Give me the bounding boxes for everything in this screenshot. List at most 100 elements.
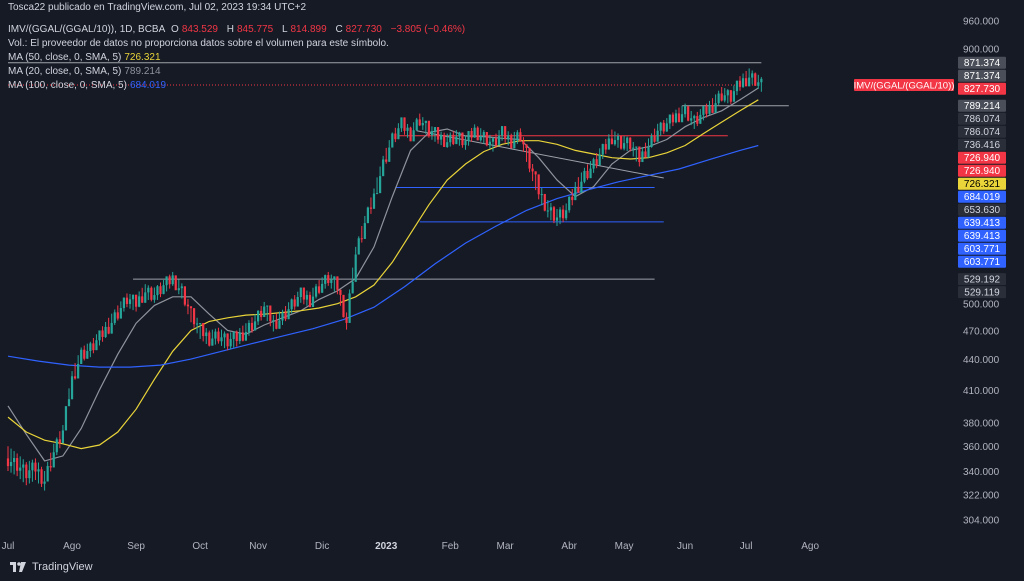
candle-body <box>491 138 495 142</box>
x-tick-label: Dic <box>315 541 329 552</box>
price-label-text: 786.074 <box>964 114 1001 125</box>
candle-body <box>705 106 708 114</box>
price-label-text: 786.074 <box>964 127 1001 138</box>
candle-body <box>708 104 711 114</box>
candle-body <box>577 186 580 193</box>
candle-body <box>430 131 434 136</box>
candle-body <box>558 209 562 218</box>
candle-body <box>403 117 406 131</box>
price-label-text: 639.413 <box>964 231 1001 242</box>
candle-body <box>635 146 638 148</box>
y-tick-label: 960.000 <box>963 17 1000 28</box>
ma100-legend[interactable]: MA (100, close, 0, SMA, 5) 684.019 <box>8 80 167 91</box>
candle-body <box>745 78 748 87</box>
candle-body <box>549 207 552 211</box>
x-tick-label: Jul <box>740 541 753 552</box>
candle-body <box>601 144 604 155</box>
candle-body <box>665 123 668 132</box>
candle-body <box>9 461 13 467</box>
price-label-box <box>958 151 1006 164</box>
candle-body <box>427 120 430 136</box>
candle-body <box>333 276 336 280</box>
trendline <box>416 130 664 179</box>
ma-line <box>7 144 759 368</box>
candle-body <box>260 310 263 318</box>
ma-line <box>7 99 759 450</box>
candle-body <box>760 78 763 83</box>
ma50-legend[interactable]: MA (50, close, 0, SMA, 5) 726.321 <box>8 52 161 63</box>
candle-body <box>671 114 674 123</box>
candle-body <box>275 320 278 329</box>
candle-body <box>128 299 132 304</box>
candle-body <box>375 193 379 195</box>
candle-body <box>723 95 726 101</box>
candle-body <box>638 146 641 163</box>
candle-body <box>693 116 696 119</box>
candle-body <box>217 331 220 342</box>
candle-body <box>507 135 510 140</box>
candle-body <box>144 292 147 303</box>
candle-body <box>519 132 522 141</box>
candle-body <box>479 136 482 141</box>
candle-body <box>360 238 363 240</box>
candle-body <box>610 138 613 145</box>
candle-body <box>235 331 238 342</box>
candle-body <box>366 207 369 224</box>
candle-body <box>436 127 440 140</box>
candle-body <box>95 340 98 351</box>
symbol-ohlc-line: IMV/(GGAL/(GGAL/10)), 1D, BCBA O 843.529 … <box>8 24 468 35</box>
candle-body <box>345 317 348 323</box>
candle-body <box>626 137 629 144</box>
candle-body <box>348 293 351 323</box>
candle-body <box>647 147 650 158</box>
candle-body <box>162 285 165 295</box>
symbol-title[interactable]: IMV/(GGAL/(GGAL/10)), 1D, BCBA <box>8 24 166 35</box>
candle-body <box>748 77 751 87</box>
candle-body <box>55 439 58 453</box>
candle-body <box>400 117 403 129</box>
ma100-value: 684.019 <box>129 80 167 91</box>
candle-body <box>589 168 592 179</box>
candle-body <box>418 119 421 126</box>
price-label-box <box>958 138 1006 151</box>
footer-brand[interactable]: TradingView <box>10 561 93 573</box>
candle-body <box>516 132 519 141</box>
candle-body <box>77 363 80 379</box>
candle-body <box>662 122 665 132</box>
candle-body <box>241 332 244 341</box>
x-tick-label: Ago <box>801 541 819 552</box>
candle-body <box>342 294 345 318</box>
candle-body <box>641 151 644 163</box>
candle-body <box>147 287 150 293</box>
candle-body <box>284 312 287 320</box>
candle-body <box>223 333 226 338</box>
ma20-legend[interactable]: MA (20, close, 0, SMA, 5) 789.214 <box>8 66 161 77</box>
candle-body <box>607 138 610 150</box>
candle-body <box>729 90 732 102</box>
candle-body <box>433 127 437 132</box>
candle-body <box>629 137 632 149</box>
candle-body <box>272 320 275 322</box>
candle-body <box>70 376 74 400</box>
candle-body <box>296 297 299 307</box>
candle-body <box>458 132 461 137</box>
candle-body <box>467 131 470 141</box>
candle-body <box>311 296 315 308</box>
candle-body <box>205 332 208 337</box>
candle-body <box>632 147 635 149</box>
candle-body <box>52 452 55 468</box>
candle-body <box>336 276 339 290</box>
candle-body <box>357 238 360 255</box>
candle-body <box>16 458 19 471</box>
x-tick-label: Feb <box>442 541 460 552</box>
candle-body <box>125 297 129 304</box>
trendline-layer <box>416 130 664 179</box>
candle-body <box>202 323 205 337</box>
candle-body <box>711 104 714 113</box>
candle-body <box>58 439 61 444</box>
candle-body <box>299 287 302 298</box>
candle-body <box>540 194 543 196</box>
y-tick-label: 322.000 <box>963 491 1000 502</box>
candle-body <box>674 113 678 123</box>
